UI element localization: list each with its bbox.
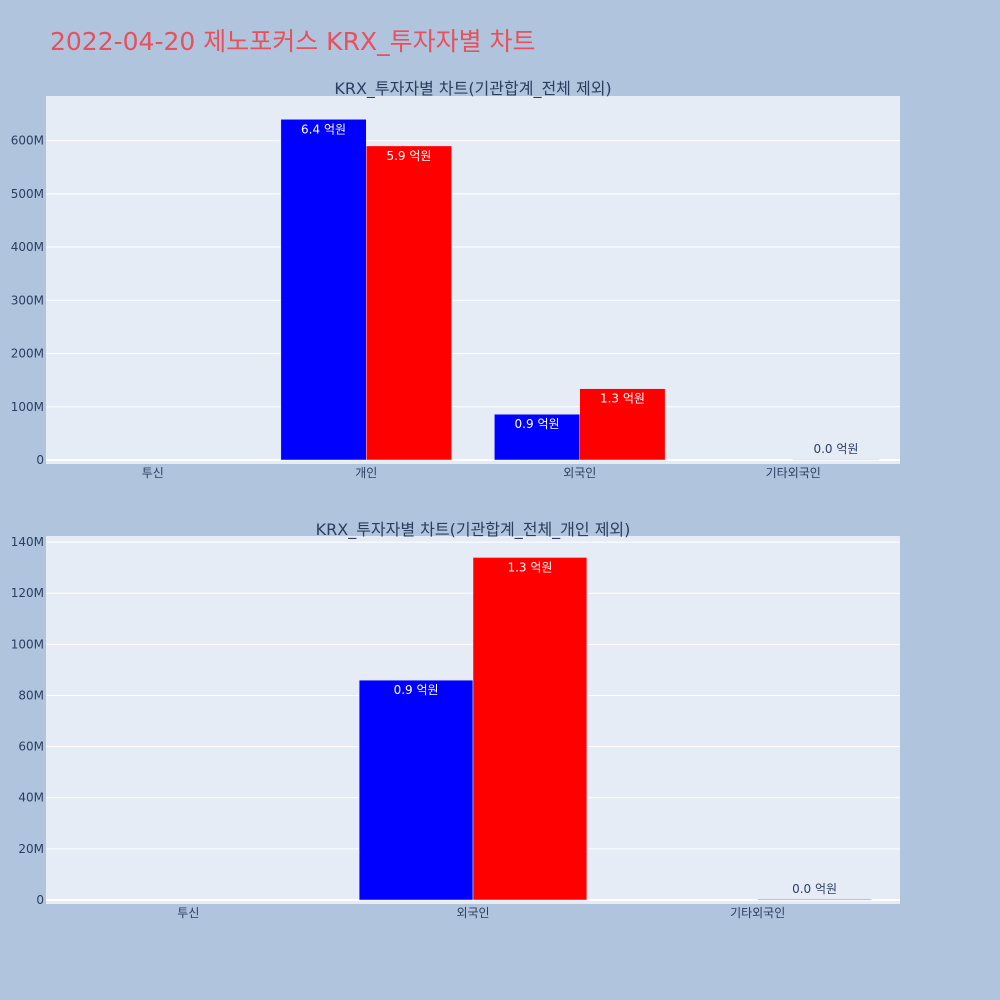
- y-tick-label: 20M: [18, 842, 44, 856]
- bar: [494, 413, 581, 461]
- bar-data-label: 1.3 억원: [600, 392, 645, 406]
- y-tick-label: 100M: [11, 637, 44, 651]
- bar-data-label: 0.0 억원: [792, 882, 837, 896]
- y-tick-label: 200M: [11, 347, 44, 361]
- bar: [366, 145, 452, 461]
- bar: [793, 459, 879, 461]
- chart-title: KRX_투자자별 차트(기관합계_전체 제외): [334, 79, 611, 99]
- bar: [579, 388, 666, 461]
- x-tick-label: 투신: [177, 906, 199, 920]
- x-tick-label: 외국인: [563, 466, 596, 480]
- bar: [280, 119, 367, 461]
- x-tick-label: 기타외국인: [730, 906, 785, 920]
- y-tick-label: 140M: [11, 535, 44, 549]
- plot-area: [46, 96, 900, 464]
- x-tick-label: 개인: [355, 466, 377, 480]
- bar: [472, 557, 588, 901]
- y-tick-label: 0: [36, 893, 44, 907]
- y-tick-label: 120M: [11, 586, 44, 600]
- chart-bottom: KRX_투자자별 차트(기관합계_전체_개인 제외) 0 20M 40M 60M 80M 1…: [11, 520, 900, 920]
- bar-data-label: 0.9 억원: [394, 683, 439, 697]
- chart-title: KRX_투자자별 차트(기관합계_전체_개인 제외): [316, 520, 631, 540]
- x-tick-label: 외국인: [456, 906, 489, 920]
- bar: [358, 679, 474, 901]
- y-tick-label: 600M: [11, 134, 44, 148]
- y-tick-label: 80M: [18, 688, 44, 702]
- bar-data-label: 0.9 억원: [515, 417, 560, 431]
- chart-top: KRX_투자자별 차트(기관합계_전체 제외) 0 100M 200M 300M 400M…: [11, 79, 900, 480]
- x-tick-label: 투신: [142, 466, 164, 480]
- page-title: 2022-04-20 제노포커스 KRX_투자자별 차트: [50, 27, 536, 56]
- y-tick-label: 300M: [11, 293, 44, 307]
- bar-data-label: 5.9 억원: [386, 149, 431, 163]
- x-tick-label: 기타외국인: [766, 466, 821, 480]
- bar-data-label: 0.0 억원: [813, 442, 858, 456]
- y-tick-label: 60M: [18, 740, 44, 754]
- y-tick-label: 40M: [18, 791, 44, 805]
- y-tick-label: 500M: [11, 187, 44, 201]
- y-tick-label: 100M: [11, 400, 44, 414]
- bar-data-label: 1.3 억원: [507, 560, 552, 574]
- bar: [757, 898, 872, 901]
- bar-data-label: 6.4 억원: [301, 122, 346, 136]
- y-tick-label: 400M: [11, 240, 44, 254]
- y-tick-label: 0: [36, 453, 44, 467]
